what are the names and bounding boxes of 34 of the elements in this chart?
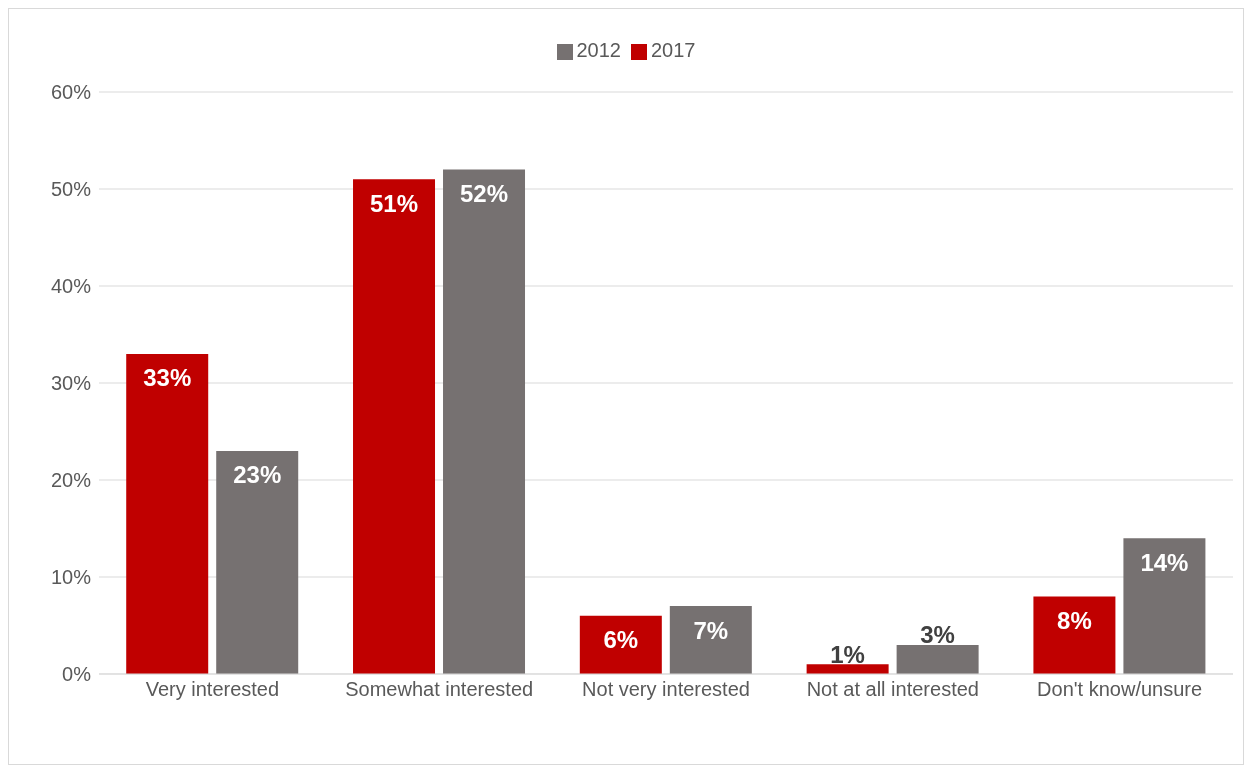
legend-label: 2012 xyxy=(576,39,621,61)
y-tick-label: 0% xyxy=(62,663,92,686)
data-label: 7% xyxy=(693,616,729,644)
bar xyxy=(669,606,752,674)
bar xyxy=(1123,538,1206,674)
data-label: 51% xyxy=(369,189,419,217)
y-tick-label: 10% xyxy=(50,566,92,589)
data-label: 1% xyxy=(830,640,865,668)
bar xyxy=(353,179,436,674)
data-label: 8% xyxy=(1057,606,1092,634)
bar xyxy=(579,615,662,674)
bar xyxy=(1033,596,1116,674)
x-tick-label: Very interested xyxy=(145,678,280,701)
x-tick-label: Not at all interested xyxy=(806,678,979,701)
y-tick-label: 30% xyxy=(50,372,92,395)
bar xyxy=(806,664,889,674)
x-tick-label: Somewhat interested xyxy=(345,678,534,701)
bar xyxy=(126,353,209,674)
data-label: 33% xyxy=(143,364,192,392)
bar xyxy=(896,644,979,674)
legend-label: 2017 xyxy=(651,39,696,61)
data-label: 23% xyxy=(233,461,282,489)
y-tick-label: 50% xyxy=(50,178,92,201)
bar xyxy=(443,169,526,674)
y-tick-label: 20% xyxy=(50,469,92,492)
data-label: 52% xyxy=(459,180,509,208)
data-label: 6% xyxy=(603,626,639,654)
bar xyxy=(216,450,299,674)
x-tick-label: Don't know/unsure xyxy=(1037,678,1203,701)
data-label: 14% xyxy=(1140,548,1189,576)
x-tick-label: Not very interested xyxy=(582,678,750,701)
y-tick-label: 60% xyxy=(50,81,92,104)
y-tick-label: 40% xyxy=(50,275,92,298)
data-label: 3% xyxy=(920,621,955,649)
